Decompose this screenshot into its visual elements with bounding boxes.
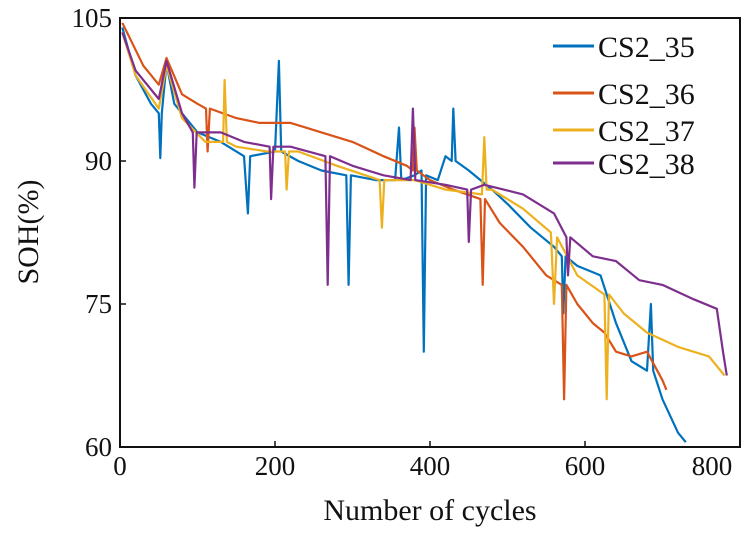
x-tick-label: 600 <box>565 451 606 481</box>
series-line-cs2-37 <box>121 31 726 401</box>
legend: CS2_35 CS2_36 CS2_37 CS2_38 <box>553 31 695 181</box>
series-line-cs2-38 <box>121 31 728 376</box>
series-line-cs2-36 <box>121 22 668 401</box>
x-axis-label: Number of cycles <box>323 494 536 527</box>
legend-label-cs2-35: CS2_35 <box>598 31 695 64</box>
y-axis-label: SOH(%) <box>12 180 45 285</box>
legend-label-cs2-38: CS2_38 <box>598 148 695 181</box>
legend-label-cs2-36: CS2_36 <box>598 78 695 111</box>
x-tick-label: 200 <box>255 451 296 481</box>
y-tick-label: 90 <box>85 146 112 176</box>
y-tick-label: 105 <box>72 3 113 33</box>
series-layer <box>121 22 728 443</box>
x-tick-label: 0 <box>113 451 127 481</box>
x-tick-label: 400 <box>410 451 451 481</box>
x-tick-label: 800 <box>692 451 733 481</box>
y-tick-label: 75 <box>85 289 112 319</box>
y-tick-label: 60 <box>85 432 112 462</box>
legend-label-cs2-37: CS2_37 <box>598 115 695 148</box>
ticks-layer: 0 200 400 600 800 60 75 90 105 <box>72 3 741 481</box>
